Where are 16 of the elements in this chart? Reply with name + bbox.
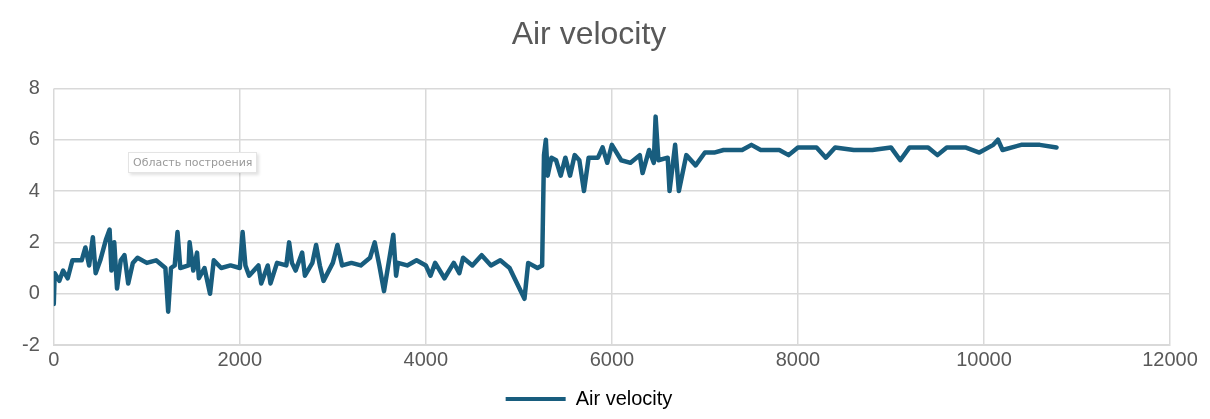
annotation: Область построения [128, 152, 258, 173]
x-tick-label: 2000 [217, 347, 263, 370]
x-tick-label: 12000 [1142, 347, 1198, 370]
chart-title: Air velocity [511, 15, 667, 52]
y-tick-label: 4 [28, 178, 40, 201]
x-tick-label: 6000 [589, 347, 635, 370]
y-tick-label: 2 [28, 229, 40, 252]
y-tick-label: 6 [28, 127, 40, 150]
y-tick-label: 8 [28, 75, 40, 98]
x-tick-label: 10000 [956, 347, 1012, 370]
x-tick-label: 4000 [403, 347, 449, 370]
y-tick-label: -2 [21, 332, 40, 355]
y-tick-label: 0 [28, 281, 40, 304]
x-tick-label: 0 [48, 347, 60, 370]
x-tick-label: 8000 [775, 347, 821, 370]
legend-label: Air velocity [575, 386, 673, 409]
